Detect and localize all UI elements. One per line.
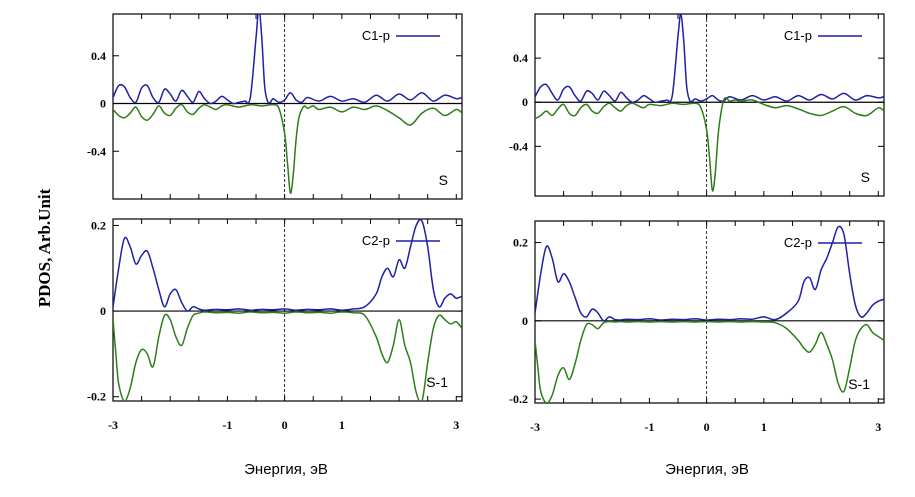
plot-frame <box>112 13 463 200</box>
panel-2: 0.2 0 -0.2-3 -1 0 1 3 C2-p S-1 <box>87 218 463 432</box>
y-tick-label: 0.2 <box>513 236 528 250</box>
series-line-down <box>113 103 462 194</box>
legend-label: C2-p <box>362 233 390 248</box>
legend-label: C1-p <box>362 28 390 43</box>
panel-corner-label: S <box>861 169 870 185</box>
plot-frame <box>112 218 463 402</box>
x-tick-label: -3 <box>108 418 118 432</box>
x-axis-label-left: Энергия, эВ <box>244 461 328 478</box>
panel-4: 0.2 0 -0.2-3 -1 0 1 3 C2-p S-1 <box>509 220 885 434</box>
x-tick-label: 1 <box>339 418 345 432</box>
plot-frame <box>534 220 885 404</box>
plot-frame <box>534 13 885 197</box>
panel-corner-label: S-1 <box>848 376 870 392</box>
x-tick-label: -1 <box>644 420 654 434</box>
x-tick-label: 3 <box>875 420 881 434</box>
x-axis-label-right: Энергия, эВ <box>665 461 749 478</box>
y-axis-label: PDOS, Arb.Unit <box>35 188 54 307</box>
y-tick-label: 0 <box>522 314 528 328</box>
y-tick-label: -0.2 <box>509 392 528 406</box>
series-line-up <box>535 225 884 322</box>
series-line-down <box>113 311 462 401</box>
legend-label: C2-p <box>784 235 812 250</box>
y-tick-label: 0 <box>100 304 106 318</box>
y-tick-label: 0.4 <box>91 49 106 63</box>
series-line-up <box>535 14 884 104</box>
y-tick-label: 0.2 <box>91 218 106 232</box>
x-tick-label: -1 <box>222 418 232 432</box>
panel-corner-label: S <box>439 172 448 188</box>
series-line-down <box>535 320 884 403</box>
legend-label: C1-p <box>784 28 812 43</box>
panel-1: 0.4 0 -0.4 C1-p S <box>87 13 463 200</box>
x-tick-label: -3 <box>530 420 540 434</box>
x-tick-label: 3 <box>453 418 459 432</box>
x-tick-label: 1 <box>761 420 767 434</box>
series-line-up <box>113 14 462 105</box>
series-line-down <box>535 96 884 192</box>
panels: 0.40-0.4C1-pS0.20-0.2-3 -1 0 1 3C2-pS-10.40-… <box>87 13 885 434</box>
y-tick-label: -0.4 <box>509 139 528 153</box>
series-line-up <box>113 219 462 312</box>
y-tick-label: 0 <box>522 95 528 109</box>
x-tick-label: 0 <box>282 418 288 432</box>
y-tick-label: 0.4 <box>513 51 528 65</box>
panel-3: 0.4 0 -0.4 C1-p S <box>509 13 885 197</box>
x-tick-label: 0 <box>704 420 710 434</box>
panel-corner-label: S-1 <box>426 374 448 390</box>
y-tick-label: 0 <box>100 97 106 111</box>
y-tick-label: -0.2 <box>87 390 106 404</box>
y-tick-label: -0.4 <box>87 144 106 158</box>
